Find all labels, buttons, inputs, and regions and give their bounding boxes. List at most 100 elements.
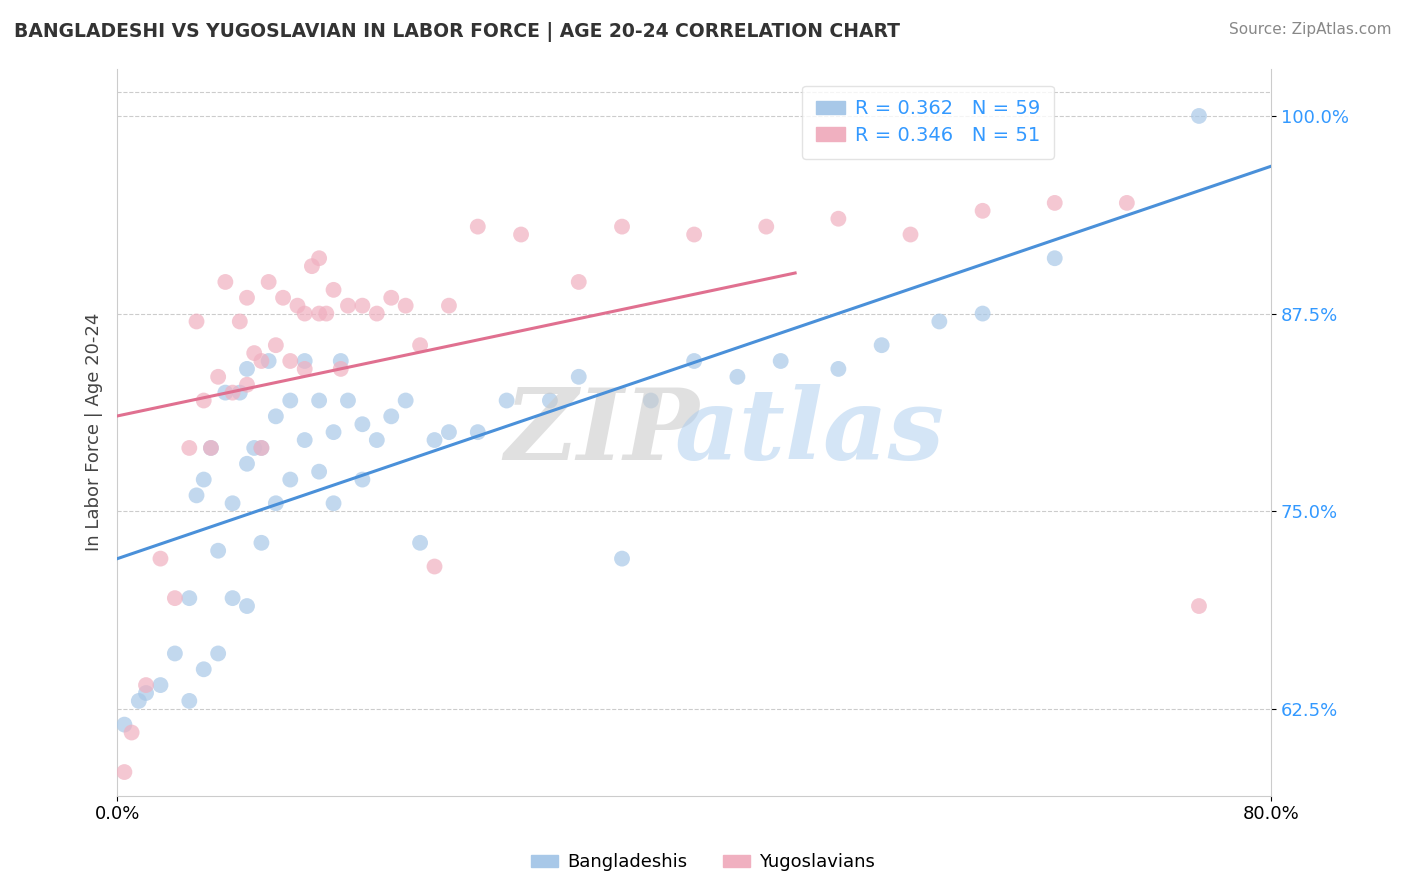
- Point: [467, 425, 489, 439]
- Point: [221, 385, 243, 400]
- Text: atlas: atlas: [675, 384, 945, 481]
- Point: [322, 425, 344, 439]
- Point: [900, 227, 922, 242]
- Point: [149, 551, 172, 566]
- Point: [437, 299, 460, 313]
- Point: [1043, 195, 1066, 210]
- Point: [236, 362, 259, 376]
- Point: [294, 354, 316, 368]
- Point: [538, 393, 561, 408]
- Point: [179, 591, 201, 606]
- Point: [510, 227, 533, 242]
- Point: [380, 409, 402, 424]
- Point: [112, 717, 135, 731]
- Point: [229, 385, 252, 400]
- Point: [395, 393, 418, 408]
- Point: [928, 314, 950, 328]
- Point: [121, 725, 143, 739]
- Point: [200, 441, 222, 455]
- Point: [135, 678, 157, 692]
- Point: [257, 275, 280, 289]
- Point: [972, 203, 994, 218]
- Point: [755, 219, 778, 234]
- Point: [207, 543, 229, 558]
- Point: [149, 678, 172, 692]
- Point: [294, 307, 316, 321]
- Point: [336, 393, 359, 408]
- Point: [207, 647, 229, 661]
- Point: [236, 599, 259, 613]
- Point: [437, 425, 460, 439]
- Text: BANGLADESHI VS YUGOSLAVIAN IN LABOR FORCE | AGE 20-24 CORRELATION CHART: BANGLADESHI VS YUGOSLAVIAN IN LABOR FORC…: [14, 22, 900, 42]
- Point: [112, 765, 135, 780]
- Point: [683, 354, 706, 368]
- Point: [278, 473, 301, 487]
- Point: [336, 299, 359, 313]
- Point: [827, 211, 849, 226]
- Point: [972, 307, 994, 321]
- Point: [769, 354, 792, 368]
- Point: [322, 496, 344, 510]
- Point: [467, 219, 489, 234]
- Point: [366, 433, 388, 447]
- Point: [229, 314, 252, 328]
- Point: [243, 346, 266, 360]
- Point: [221, 496, 243, 510]
- Point: [308, 465, 330, 479]
- Point: [250, 441, 273, 455]
- Point: [179, 694, 201, 708]
- Point: [568, 369, 591, 384]
- Point: [193, 393, 215, 408]
- Point: [294, 362, 316, 376]
- Point: [366, 307, 388, 321]
- Point: [423, 559, 446, 574]
- Point: [495, 393, 517, 408]
- Point: [278, 393, 301, 408]
- Point: [250, 536, 273, 550]
- Point: [264, 338, 287, 352]
- Point: [179, 441, 201, 455]
- Point: [1043, 252, 1066, 266]
- Point: [264, 409, 287, 424]
- Point: [301, 259, 323, 273]
- Point: [163, 591, 186, 606]
- Point: [193, 662, 215, 676]
- Text: Source: ZipAtlas.com: Source: ZipAtlas.com: [1229, 22, 1392, 37]
- Point: [236, 291, 259, 305]
- Point: [725, 369, 748, 384]
- Point: [250, 441, 273, 455]
- Legend: R = 0.362   N = 59, R = 0.346   N = 51: R = 0.362 N = 59, R = 0.346 N = 51: [803, 86, 1053, 159]
- Point: [287, 299, 309, 313]
- Point: [308, 252, 330, 266]
- Point: [329, 362, 352, 376]
- Point: [610, 551, 633, 566]
- Point: [271, 291, 294, 305]
- Point: [683, 227, 706, 242]
- Point: [1188, 109, 1211, 123]
- Point: [264, 496, 287, 510]
- Point: [827, 362, 849, 376]
- Point: [315, 307, 337, 321]
- Point: [308, 393, 330, 408]
- Point: [236, 457, 259, 471]
- Point: [193, 473, 215, 487]
- Point: [409, 338, 432, 352]
- Point: [308, 307, 330, 321]
- Point: [135, 686, 157, 700]
- Point: [352, 299, 374, 313]
- Point: [236, 377, 259, 392]
- Point: [214, 385, 236, 400]
- Point: [250, 354, 273, 368]
- Point: [214, 275, 236, 289]
- Point: [329, 354, 352, 368]
- Point: [1188, 599, 1211, 613]
- Point: [257, 354, 280, 368]
- Text: ZIP: ZIP: [505, 384, 699, 481]
- Point: [322, 283, 344, 297]
- Point: [395, 299, 418, 313]
- Point: [128, 694, 150, 708]
- Point: [409, 536, 432, 550]
- Point: [870, 338, 893, 352]
- Point: [221, 591, 243, 606]
- Point: [163, 647, 186, 661]
